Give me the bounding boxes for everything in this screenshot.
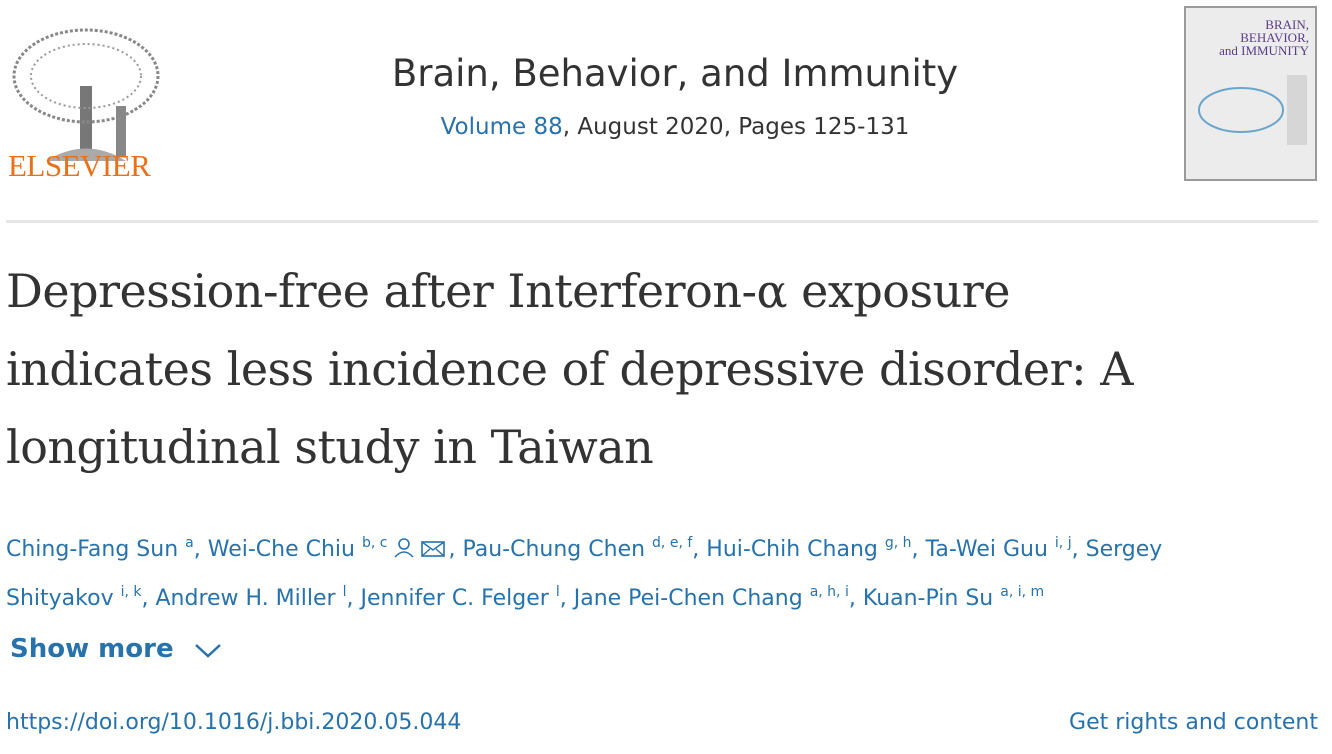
author-separator: , bbox=[346, 586, 354, 611]
author-name[interactable]: Pau-Chung Chen bbox=[462, 537, 646, 562]
author-affiliation: i, j bbox=[1054, 535, 1072, 551]
author-name[interactable]: Sergey Shityakov bbox=[6, 537, 1163, 611]
title-line: Depression-free after Interferon-α expos… bbox=[6, 264, 1010, 318]
author-affiliation: l bbox=[342, 584, 347, 600]
title-line: longitudinal study in Taiwan bbox=[6, 420, 654, 474]
cover-title-line: and IMMUNITY bbox=[1219, 43, 1309, 58]
author-name[interactable]: Jane Pei-Chen Chang bbox=[573, 586, 803, 611]
divider bbox=[6, 220, 1318, 223]
author-separator: , bbox=[448, 537, 456, 562]
author[interactable]: Sergey Shityakov i, k, bbox=[6, 537, 1162, 611]
author-separator: , bbox=[1071, 537, 1079, 562]
publisher-logo[interactable] bbox=[6, 6, 166, 186]
article-title: Depression-free after Interferon-α expos… bbox=[6, 252, 1133, 486]
volume-link[interactable]: Volume 88 bbox=[440, 114, 563, 140]
author-affiliation: a, h, i bbox=[809, 584, 849, 600]
author-affiliation: g, h bbox=[884, 535, 912, 551]
author-affiliation: l bbox=[555, 584, 560, 600]
author-list: Ching-Fang Sun a, Wei-Che Chiu b, c , Pa… bbox=[6, 522, 1276, 620]
author[interactable]: Hui-Chih Chang g, h, bbox=[706, 535, 919, 562]
author-separator: , bbox=[692, 537, 700, 562]
author[interactable]: Andrew H. Miller l, bbox=[155, 584, 354, 611]
author-name[interactable]: Kuan-Pin Su bbox=[862, 586, 994, 611]
cover-title-line: BRAIN, bbox=[1265, 17, 1309, 32]
author-affiliation: b, c bbox=[361, 535, 388, 551]
author-affiliation: a, i, m bbox=[1000, 584, 1045, 600]
author-separator: , bbox=[141, 586, 149, 611]
cover-figure bbox=[1198, 75, 1307, 145]
author-separator: , bbox=[911, 537, 919, 562]
author-affiliation: i, k bbox=[120, 584, 142, 600]
author-separator: , bbox=[559, 586, 567, 611]
journal-title[interactable]: Brain, Behavior, and Immunity bbox=[391, 52, 959, 95]
publisher-name[interactable]: ELSEVIER bbox=[8, 148, 151, 183]
doi-link[interactable]: https://doi.org/10.1016/j.bbi.2020.05.04… bbox=[6, 710, 462, 735]
author-affiliation: d, e, f bbox=[652, 535, 693, 551]
cover-title-line: BEHAVIOR, bbox=[1240, 30, 1309, 45]
author-name[interactable]: Hui-Chih Chang bbox=[706, 537, 878, 562]
author[interactable]: Jane Pei-Chen Chang a, h, i, bbox=[573, 584, 856, 611]
chevron-icon bbox=[194, 644, 221, 658]
author[interactable]: Jennifer C. Felger l, bbox=[360, 584, 567, 611]
author-affiliation: a bbox=[185, 535, 194, 551]
author[interactable]: Ching-Fang Sun a, bbox=[6, 535, 201, 562]
cover-title: BRAIN, BEHAVIOR, and IMMUNITY bbox=[1219, 18, 1309, 57]
title-line: indicates less incidence of depressive d… bbox=[6, 342, 1133, 396]
author[interactable]: Ta-Wei Guu i, j, bbox=[925, 535, 1079, 562]
author[interactable]: Wei-Che Chiu b, c , bbox=[207, 535, 456, 562]
author-name[interactable]: Jennifer C. Felger bbox=[360, 586, 549, 611]
author-separator: , bbox=[848, 586, 856, 611]
author-icons[interactable] bbox=[394, 538, 448, 558]
journal-cover[interactable]: BRAIN, BEHAVIOR, and IMMUNITY bbox=[1184, 6, 1317, 181]
author[interactable]: Pau-Chung Chen d, e, f, bbox=[462, 535, 700, 562]
show-more-label: Show more bbox=[10, 634, 174, 664]
author-name[interactable]: Andrew H. Miller bbox=[155, 586, 336, 611]
author-separator: , bbox=[193, 537, 201, 562]
author-name[interactable]: Ta-Wei Guu bbox=[925, 537, 1048, 562]
show-more-button[interactable]: Show more bbox=[10, 634, 223, 664]
author-name[interactable]: Ching-Fang Sun bbox=[6, 537, 179, 562]
issue-info: , August 2020, Pages 125-131 bbox=[562, 114, 910, 140]
rights-link[interactable]: Get rights and content bbox=[1069, 710, 1318, 735]
author-name[interactable]: Wei-Che Chiu bbox=[207, 537, 355, 562]
author[interactable]: Kuan-Pin Su a, i, m bbox=[862, 584, 1045, 611]
volume-line: Volume 88, August 2020, Pages 125-131 bbox=[0, 114, 1332, 140]
